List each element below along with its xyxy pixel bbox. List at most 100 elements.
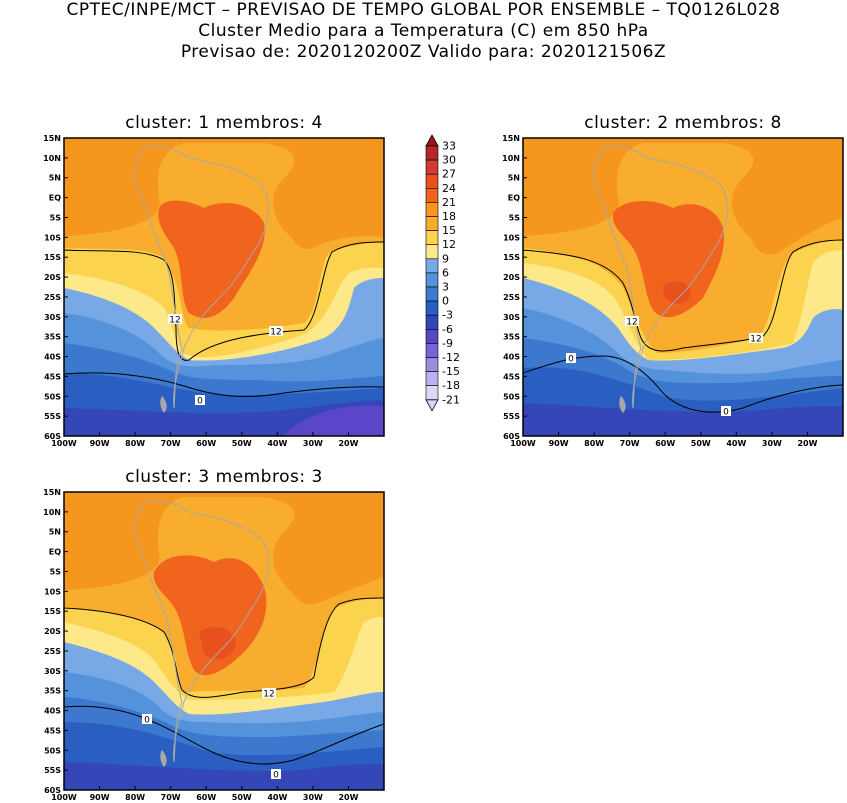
lon-tick-label: 20W: [338, 793, 358, 802]
lat-tick-label: 60S: [503, 432, 520, 441]
panel-1-map: 12 12 0: [63, 137, 385, 437]
lat-tick-label: 15N: [43, 134, 61, 143]
colorbar-swatch: [425, 385, 439, 401]
colorbar-swatch: [425, 216, 439, 231]
lat-tick-label: 10S: [44, 587, 61, 596]
lon-tick-label: 20W: [338, 439, 358, 448]
lon-tick-label: 80W: [125, 793, 145, 802]
colorbar-swatch: [425, 244, 439, 260]
lat-tick-label: 50S: [44, 746, 61, 755]
lat-tick-label: 10S: [44, 233, 61, 242]
colorbar-swatch: [425, 272, 439, 288]
lat-tick-label: 20S: [503, 273, 520, 282]
lon-tick-label: 60W: [655, 439, 675, 448]
lon-tick-label: 50W: [232, 439, 252, 448]
lon-tick-label: 100W: [510, 439, 536, 448]
colorbar-label: 12: [442, 238, 456, 251]
panel-1-title: cluster: 1 membros: 4: [125, 113, 323, 133]
panel-3-contour-label: 0: [144, 716, 150, 726]
lon-tick-label: 70W: [161, 793, 181, 802]
colorbar-label: 33: [442, 140, 456, 153]
lat-tick-label: 15S: [44, 607, 61, 616]
colorbar-label: 15: [442, 224, 456, 237]
colorbar-label: 30: [442, 154, 456, 167]
lat-tick-label: 25S: [44, 293, 61, 302]
lon-tick-label: 60W: [196, 793, 216, 802]
colorbar-label: -15: [442, 365, 460, 378]
lon-tick-label: 100W: [51, 793, 77, 802]
colorbar-label: -6: [442, 323, 453, 336]
lon-tick-label: 90W: [549, 439, 569, 448]
colorbar-swatch: [425, 357, 439, 372]
lon-tick-label: 90W: [90, 793, 110, 802]
colorbar-label: -12: [442, 351, 460, 364]
panel-2-title: cluster: 2 membros: 8: [584, 113, 782, 133]
colorbar-swatch: [425, 314, 439, 330]
lat-tick-label: 40S: [44, 707, 61, 716]
lat-tick-label: EQ: [508, 194, 520, 203]
lon-tick-label: 30W: [303, 439, 323, 448]
colorbar-label: -18: [442, 379, 460, 392]
colorbar-label: 0: [442, 295, 449, 308]
colorbar-label: 24: [442, 182, 456, 195]
colorbar-label: -3: [442, 309, 453, 322]
lon-tick-label: 50W: [691, 439, 711, 448]
colorbar-label: 9: [442, 252, 449, 265]
lat-tick-label: 50S: [503, 392, 520, 401]
lat-tick-label: 5N: [49, 174, 61, 183]
panel-3-map: 12 0 0: [63, 491, 385, 791]
lon-tick-label: 30W: [303, 793, 323, 802]
lon-tick-label: 60W: [196, 439, 216, 448]
lat-tick-label: 55S: [503, 412, 520, 421]
colorbar-swatch: [425, 188, 439, 203]
lat-tick-label: 10N: [43, 154, 61, 163]
lon-tick-label: 20W: [797, 439, 817, 448]
lat-tick-label: 45S: [44, 726, 61, 735]
lat-tick-label: 50S: [44, 392, 61, 401]
lat-tick-label: 5N: [49, 528, 61, 537]
colorbar-top-triangle: [425, 134, 439, 147]
colorbar-label: -21: [442, 393, 460, 406]
colorbar-swatch: [425, 371, 439, 387]
colorbar-swatch: [425, 258, 439, 274]
colorbar-swatch: [425, 173, 439, 189]
colorbar-label: 21: [442, 196, 456, 209]
lat-tick-label: 55S: [44, 412, 61, 421]
colorbar-swatch: [425, 300, 439, 316]
panel-3-contour-label: 0: [273, 771, 279, 781]
colorbar-label: 18: [442, 210, 456, 223]
panel-2-contour-label: 12: [750, 335, 761, 345]
lat-tick-label: 45S: [44, 372, 61, 381]
lat-tick-label: 40S: [44, 353, 61, 362]
lat-tick-label: 30S: [44, 667, 61, 676]
panel-2-map: 12 12 0 0: [522, 137, 844, 437]
colorbar-swatch: [425, 145, 439, 161]
lon-tick-label: 40W: [267, 793, 287, 802]
lat-tick-label: 15N: [43, 488, 61, 497]
panel-1-contour-label: 12: [169, 316, 180, 326]
lat-tick-label: 15S: [503, 253, 520, 262]
lat-tick-label: 10N: [43, 508, 61, 517]
lon-tick-label: 70W: [620, 439, 640, 448]
lat-tick-label: 60S: [44, 432, 61, 441]
lon-tick-label: 50W: [232, 793, 252, 802]
panel-3-title: cluster: 3 membros: 3: [125, 467, 323, 487]
panel-3-contour-label: 12: [263, 690, 274, 700]
colorbar-swatch: [425, 286, 439, 302]
lat-tick-label: 10N: [502, 154, 520, 163]
lat-tick-label: 15N: [502, 134, 520, 143]
lat-tick-label: 15S: [44, 253, 61, 262]
colorbar-label: 3: [442, 281, 449, 294]
colorbar-swatch: [425, 202, 439, 217]
lat-tick-label: 40S: [503, 353, 520, 362]
colorbar-bottom-triangle: [425, 399, 439, 412]
lon-tick-label: 90W: [90, 439, 110, 448]
panel-1-contour-label: 12: [270, 328, 281, 338]
lat-tick-label: 5S: [50, 213, 62, 222]
lat-tick-label: 35S: [503, 333, 520, 342]
lat-tick-label: 55S: [44, 766, 61, 775]
lat-tick-label: 45S: [503, 372, 520, 381]
lon-tick-label: 100W: [51, 439, 77, 448]
